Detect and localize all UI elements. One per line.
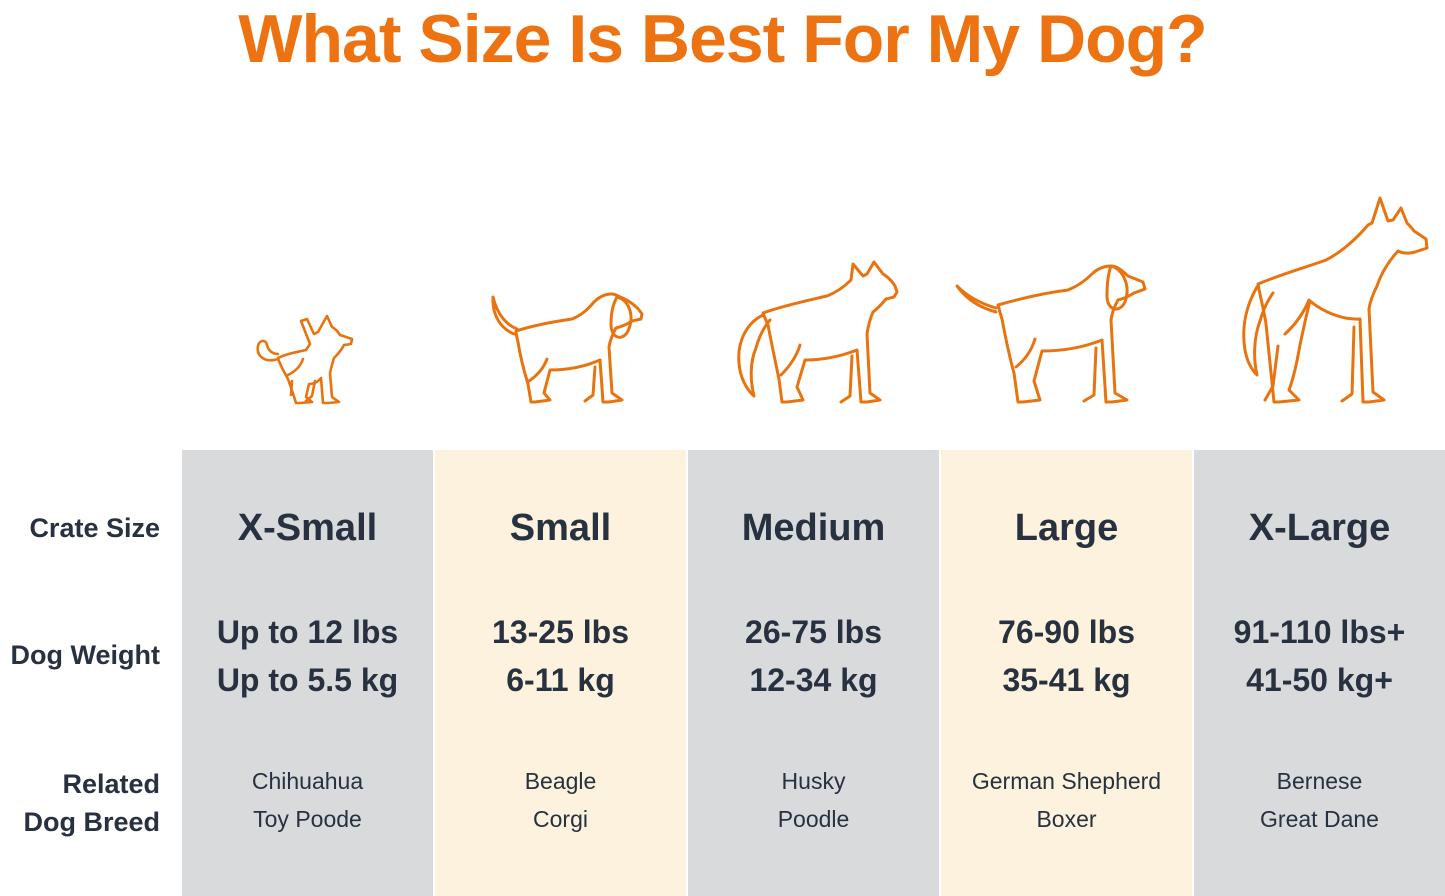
row-label-related-line1: Related xyxy=(62,769,160,799)
page-title: What Size Is Best For My Dog? xyxy=(238,1,1207,77)
related-breeds: Beagle Corgi xyxy=(435,762,686,838)
dog-weight-value: 13-25 lbs 6-11 kg xyxy=(435,608,686,704)
row-label-related-line2: Dog Breed xyxy=(23,807,160,837)
dog-weight-value: 26-75 lbs 12-34 kg xyxy=(688,608,939,704)
dog-weight-value: 76-90 lbs 35-41 kg xyxy=(941,608,1192,704)
crate-size-value: X-Large xyxy=(1248,507,1391,549)
dog-icon-labrador xyxy=(955,264,1147,404)
breed-line: Poodle xyxy=(777,806,850,832)
breed-line: Bernese xyxy=(1276,768,1363,794)
row-label-dog-weight: Dog Weight xyxy=(10,640,160,670)
related-breeds: Husky Poodle xyxy=(688,762,939,838)
weight-lbs: 76-90 lbs xyxy=(998,614,1135,650)
dog-weight-value: Up to 12 lbs Up to 5.5 kg xyxy=(182,608,433,704)
breed-line: Beagle xyxy=(524,768,597,794)
weight-lbs: 13-25 lbs xyxy=(492,614,629,650)
weight-lbs: 26-75 lbs xyxy=(745,614,882,650)
breed-line: Chihuahua xyxy=(251,768,364,794)
row-label-crate-size: Crate Size xyxy=(29,513,160,543)
crate-size-value: Medium xyxy=(741,507,886,549)
breed-line: Great Dane xyxy=(1260,806,1379,832)
weight-kg: 35-41 kg xyxy=(1002,662,1131,698)
breed-line: Husky xyxy=(781,768,846,794)
breed-line: German Shepherd xyxy=(971,768,1162,794)
crate-size-value: X-Small xyxy=(237,507,378,549)
weight-kg: 41-50 kg+ xyxy=(1246,662,1393,698)
column-x-small: X-Small Up to 12 lbs Up to 5.5 kg Chihua… xyxy=(182,450,433,896)
crate-size-value: Small xyxy=(509,507,612,549)
column-small: Small 13-25 lbs 6-11 kg Beagle Corgi xyxy=(435,450,686,896)
related-breeds: German Shepherd Boxer xyxy=(941,762,1192,838)
column-large: Large 76-90 lbs 35-41 kg German Shepherd… xyxy=(941,450,1192,896)
column-medium: Medium 26-75 lbs 12-34 kg Husky Poodle xyxy=(688,450,939,896)
dog-icon-chihuahua xyxy=(256,314,354,405)
related-breeds: Bernese Great Dane xyxy=(1194,762,1445,838)
weight-kg: 12-34 kg xyxy=(749,662,878,698)
dog-icon-great-dane xyxy=(1242,196,1429,404)
weight-lbs: Up to 12 lbs xyxy=(216,614,399,650)
breed-line: Toy Poode xyxy=(253,806,362,832)
weight-lbs: 91-110 lbs+ xyxy=(1233,614,1406,650)
weight-kg: 6-11 kg xyxy=(506,662,615,698)
breed-line: Corgi xyxy=(533,806,588,832)
dog-icon-husky xyxy=(737,260,899,404)
column-x-large: X-Large 91-110 lbs+ 41-50 kg+ Bernese Gr… xyxy=(1194,450,1445,896)
weight-kg: Up to 5.5 kg xyxy=(216,662,399,698)
breed-line: Boxer xyxy=(1036,806,1097,832)
crate-size-value: Large xyxy=(1014,507,1119,549)
dog-icon-beagle xyxy=(491,292,644,404)
size-table: X-Small Up to 12 lbs Up to 5.5 kg Chihua… xyxy=(182,450,1445,896)
dog-weight-value: 91-110 lbs+ 41-50 kg+ xyxy=(1194,608,1445,704)
related-breeds: Chihuahua Toy Poode xyxy=(182,762,433,838)
row-label-related-dog-breed: Related Dog Breed xyxy=(0,765,160,841)
